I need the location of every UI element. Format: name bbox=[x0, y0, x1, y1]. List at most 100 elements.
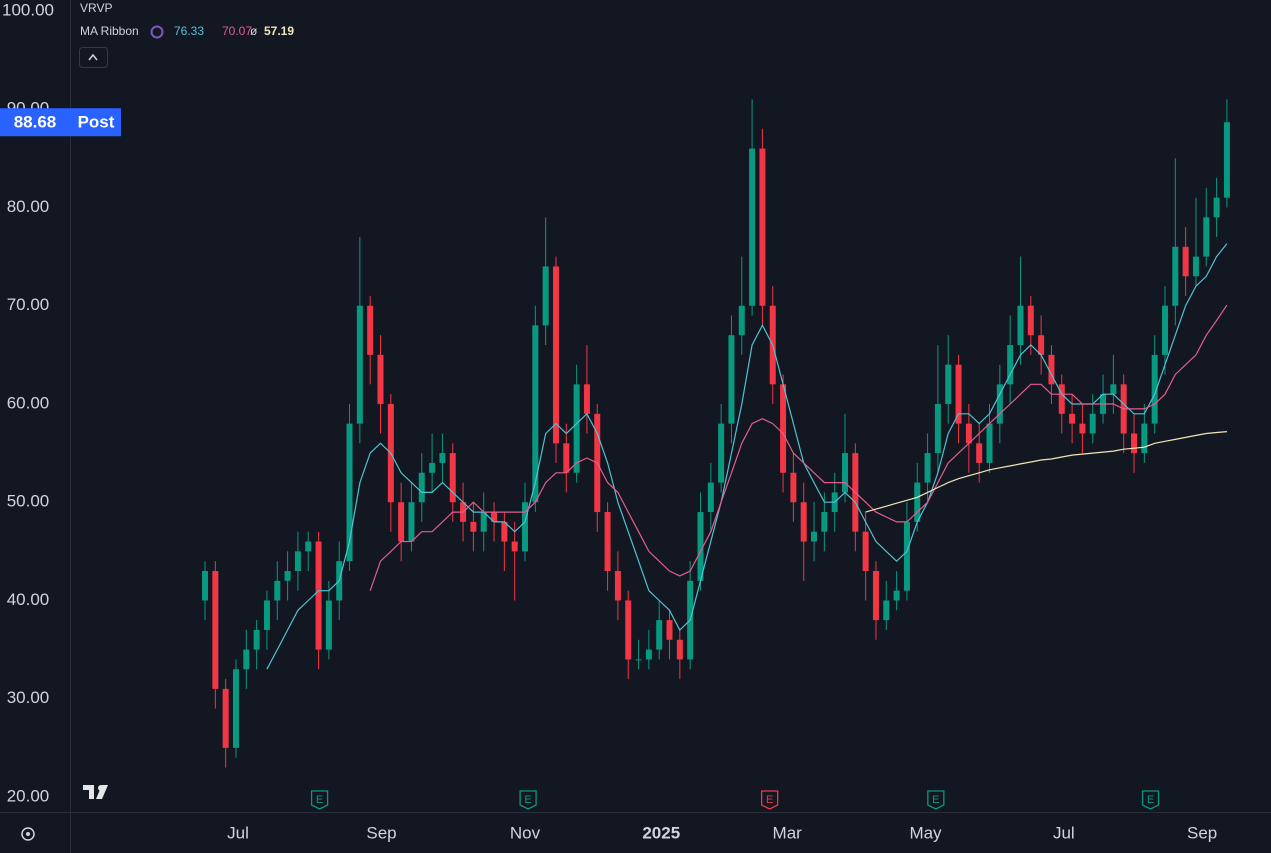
candle-body bbox=[315, 541, 322, 650]
x-tick-label: 2025 bbox=[642, 823, 680, 842]
candle-body bbox=[243, 649, 250, 670]
candle-body bbox=[780, 384, 787, 473]
x-tick-label: Nov bbox=[510, 823, 541, 842]
collapse-button[interactable] bbox=[79, 47, 108, 68]
price-tag-value: 88.68 bbox=[14, 113, 57, 132]
earnings-marker[interactable]: E bbox=[760, 790, 779, 810]
settings[interactable] bbox=[21, 827, 35, 841]
indicator-label: VRVP bbox=[80, 1, 112, 15]
candle-body bbox=[356, 305, 363, 424]
candle-body bbox=[377, 354, 384, 404]
candle-body bbox=[542, 266, 549, 326]
earnings-badge bbox=[760, 790, 779, 810]
earnings-marker[interactable]: E bbox=[310, 790, 329, 810]
candle-body bbox=[893, 590, 900, 601]
x-tick-label: Jul bbox=[1053, 823, 1075, 842]
settings-icon-center bbox=[26, 832, 30, 836]
candle-body bbox=[676, 639, 683, 660]
candle-body bbox=[1192, 256, 1199, 277]
earnings-label: E bbox=[316, 794, 323, 806]
price-tag-bg bbox=[0, 108, 71, 137]
candle-body bbox=[1141, 423, 1148, 454]
candle-body bbox=[1203, 217, 1210, 257]
candle-body bbox=[563, 443, 570, 473]
candle-body bbox=[1048, 354, 1055, 385]
plot: 88.68 Post E E E E E bbox=[0, 99, 1230, 810]
candle-body bbox=[418, 472, 425, 503]
y-tick-label: 60.00 bbox=[7, 393, 50, 412]
x-tick-label: Jul bbox=[227, 823, 249, 842]
indicator-value: 76.33 bbox=[174, 24, 204, 38]
indicator-name: MA Ribbon bbox=[80, 24, 139, 38]
indicator-value: 70.07 bbox=[222, 24, 252, 38]
logo bbox=[83, 785, 108, 799]
candle-body bbox=[604, 512, 611, 572]
candle-body bbox=[924, 453, 931, 483]
candle-body bbox=[1007, 345, 1014, 385]
candle-body bbox=[1058, 384, 1065, 414]
earnings-badge bbox=[1141, 790, 1160, 810]
candle-body bbox=[294, 551, 301, 572]
candle-body bbox=[821, 512, 828, 532]
candle-body bbox=[872, 571, 879, 621]
indicator-symbol: ø bbox=[250, 24, 258, 38]
candle-body bbox=[934, 403, 941, 454]
candle-body bbox=[449, 453, 456, 503]
candle-body bbox=[398, 502, 405, 542]
earnings-badge bbox=[927, 790, 945, 810]
earnings-marker[interactable]: E bbox=[519, 790, 537, 810]
candle-body bbox=[305, 541, 312, 552]
candle-body bbox=[614, 571, 621, 601]
x-tick-label: Sep bbox=[1187, 823, 1217, 842]
x-tick-label: May bbox=[909, 823, 942, 842]
earnings-label: E bbox=[932, 794, 939, 806]
settings-icon[interactable] bbox=[21, 827, 35, 841]
candle-body bbox=[811, 531, 818, 542]
candle-body bbox=[1223, 122, 1230, 198]
candle-body bbox=[1089, 413, 1096, 434]
indicator-value: 57.19 bbox=[264, 24, 294, 38]
candle-body bbox=[707, 482, 714, 513]
candle-body bbox=[202, 571, 209, 601]
candle-body bbox=[284, 571, 291, 581]
candle-body bbox=[625, 600, 632, 660]
candle-body bbox=[945, 364, 952, 404]
candle-body bbox=[480, 512, 487, 532]
candle-body bbox=[862, 531, 869, 572]
candle-body bbox=[883, 600, 890, 621]
candle-body bbox=[1027, 305, 1034, 336]
candle-body bbox=[841, 453, 848, 493]
candle-body bbox=[635, 659, 642, 661]
candle-body bbox=[429, 462, 436, 473]
candle-body bbox=[346, 423, 353, 562]
candle-body bbox=[470, 521, 477, 532]
y-tick-label: 30.00 bbox=[7, 688, 50, 707]
candle-body bbox=[212, 571, 219, 689]
candle-body bbox=[1038, 335, 1045, 355]
collapse-icon bbox=[88, 53, 98, 61]
candle-body bbox=[759, 148, 766, 306]
ma-line bbox=[865, 431, 1227, 513]
earnings-marker[interactable]: E bbox=[927, 790, 945, 810]
candle-body bbox=[263, 600, 270, 630]
candle-body bbox=[439, 453, 446, 463]
candle-body bbox=[749, 148, 756, 306]
y-tick-label: 50.00 bbox=[7, 492, 50, 511]
candle-body bbox=[1131, 433, 1138, 454]
x-tick-label: Mar bbox=[773, 823, 803, 842]
candle-body bbox=[367, 305, 374, 355]
y-tick-label: 70.00 bbox=[7, 295, 50, 314]
candle-body bbox=[738, 305, 745, 336]
candle-body bbox=[955, 364, 962, 424]
candle-body bbox=[1182, 246, 1189, 277]
candle-body bbox=[552, 266, 559, 444]
candle-body bbox=[976, 443, 983, 463]
legend: VRVP MA Ribbon 76.33 70.07 ø 57.19 bbox=[79, 1, 294, 68]
candle-body bbox=[790, 472, 797, 503]
tv-logo-dot bbox=[98, 785, 104, 791]
earnings-marker[interactable]: E bbox=[1141, 790, 1160, 810]
indicator-icon[interactable] bbox=[150, 25, 164, 39]
candle-body bbox=[986, 423, 993, 463]
